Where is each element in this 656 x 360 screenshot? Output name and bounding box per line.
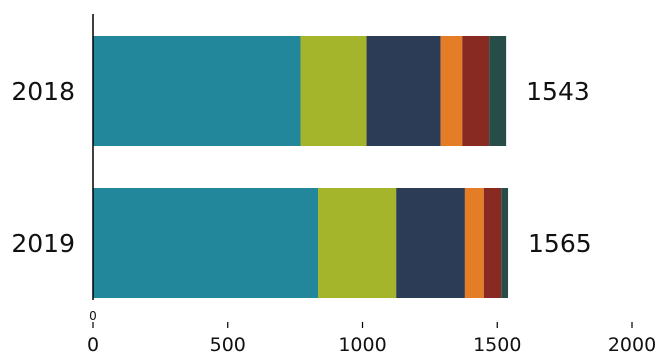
bars-group bbox=[93, 36, 509, 298]
x-tick-label-1500: 1500 bbox=[473, 334, 521, 356]
x-tick-label-1000: 1000 bbox=[338, 334, 386, 356]
x-tick-label-0: 0 bbox=[87, 334, 99, 356]
bar-segment-2018-3 bbox=[366, 36, 441, 146]
bar-segment-2018-4 bbox=[440, 36, 463, 146]
x-axis-zero-marker: 0 bbox=[89, 309, 97, 323]
bar-segment-2019-5 bbox=[483, 188, 502, 298]
x-tick-label-2000: 2000 bbox=[608, 334, 656, 356]
bar-segment-2019-3 bbox=[396, 188, 465, 298]
total-label-2018: 1543 bbox=[526, 77, 590, 106]
bar-segment-2019-4 bbox=[464, 188, 484, 298]
bar-segment-2019-2 bbox=[318, 188, 397, 298]
bar-segment-2018-5 bbox=[462, 36, 490, 146]
bar-segment-2019-6 bbox=[501, 188, 509, 298]
total-label-2019: 1565 bbox=[528, 229, 592, 258]
x-tick-label-500: 500 bbox=[210, 334, 246, 356]
category-label-2018: 2018 bbox=[11, 77, 75, 106]
x-axis-ticks: 0 500 1000 1500 2000 bbox=[87, 322, 656, 356]
bar-segment-2018-1 bbox=[93, 36, 301, 146]
bar-segment-2018-2 bbox=[300, 36, 367, 146]
total-labels: 1543 1565 bbox=[526, 77, 592, 258]
category-labels: 2018 2019 bbox=[11, 77, 75, 258]
category-label-2019: 2019 bbox=[11, 229, 75, 258]
bar-segment-2018-6 bbox=[489, 36, 507, 146]
bar-segment-2019-1 bbox=[93, 188, 319, 298]
